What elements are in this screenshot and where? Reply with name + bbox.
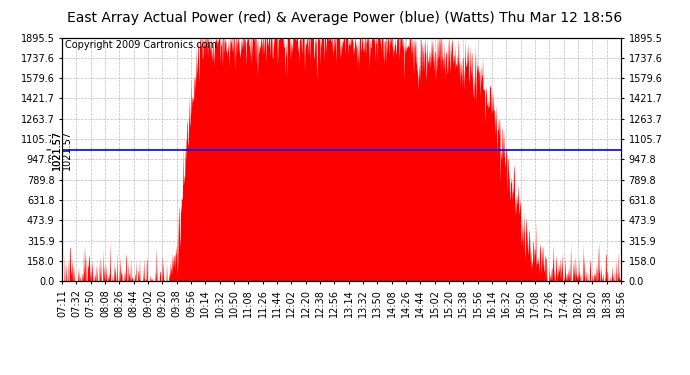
Text: East Array Actual Power (red) & Average Power (blue) (Watts) Thu Mar 12 18:56: East Array Actual Power (red) & Average … [68, 11, 622, 25]
Text: Copyright 2009 Cartronics.com: Copyright 2009 Cartronics.com [65, 40, 217, 50]
Text: 1021.57: 1021.57 [62, 130, 72, 170]
Text: 1021.57: 1021.57 [52, 130, 61, 170]
Text: 1021.57: 1021.57 [52, 130, 62, 170]
